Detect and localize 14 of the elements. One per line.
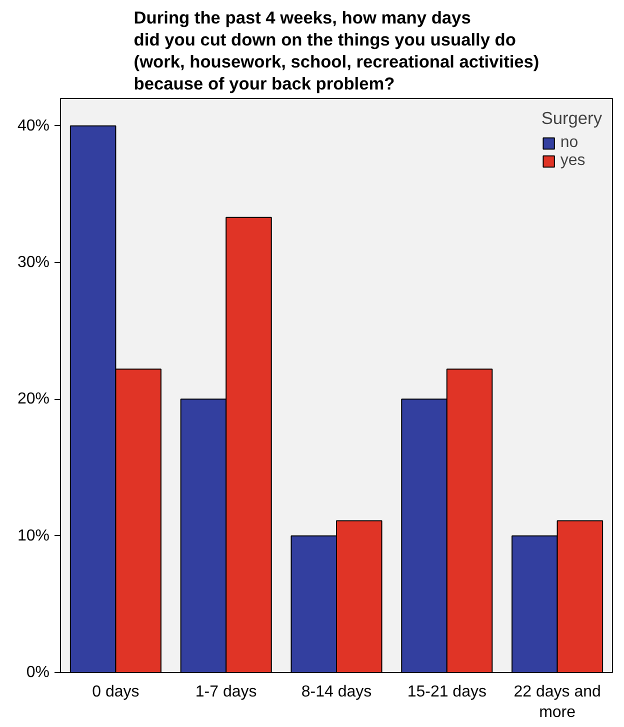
y-tick-label: 0% (26, 664, 50, 681)
chart-title: During the past 4 weeks, how many days did you cut down on the things you usually do (work, housework, school, recreational activities) because of your back problem? (134, 8, 540, 94)
y-tick-label: 40% (17, 117, 50, 134)
legend-label: yes (560, 152, 586, 170)
y-tick-label: 20% (17, 390, 50, 408)
x-tick-label: 1-7 days (195, 684, 257, 700)
x-tick-label: 0 days (92, 684, 140, 700)
y-tick-label: 10% (17, 527, 50, 544)
legend-title: Surgery (541, 108, 602, 129)
legend-label: no (560, 134, 580, 152)
x-tick-label: 15-21 days (407, 684, 486, 700)
x-tick-label: 8-14 days (301, 684, 372, 700)
x-tick-label: 22 days and more (514, 684, 601, 721)
y-tick-label: 30% (17, 254, 50, 271)
